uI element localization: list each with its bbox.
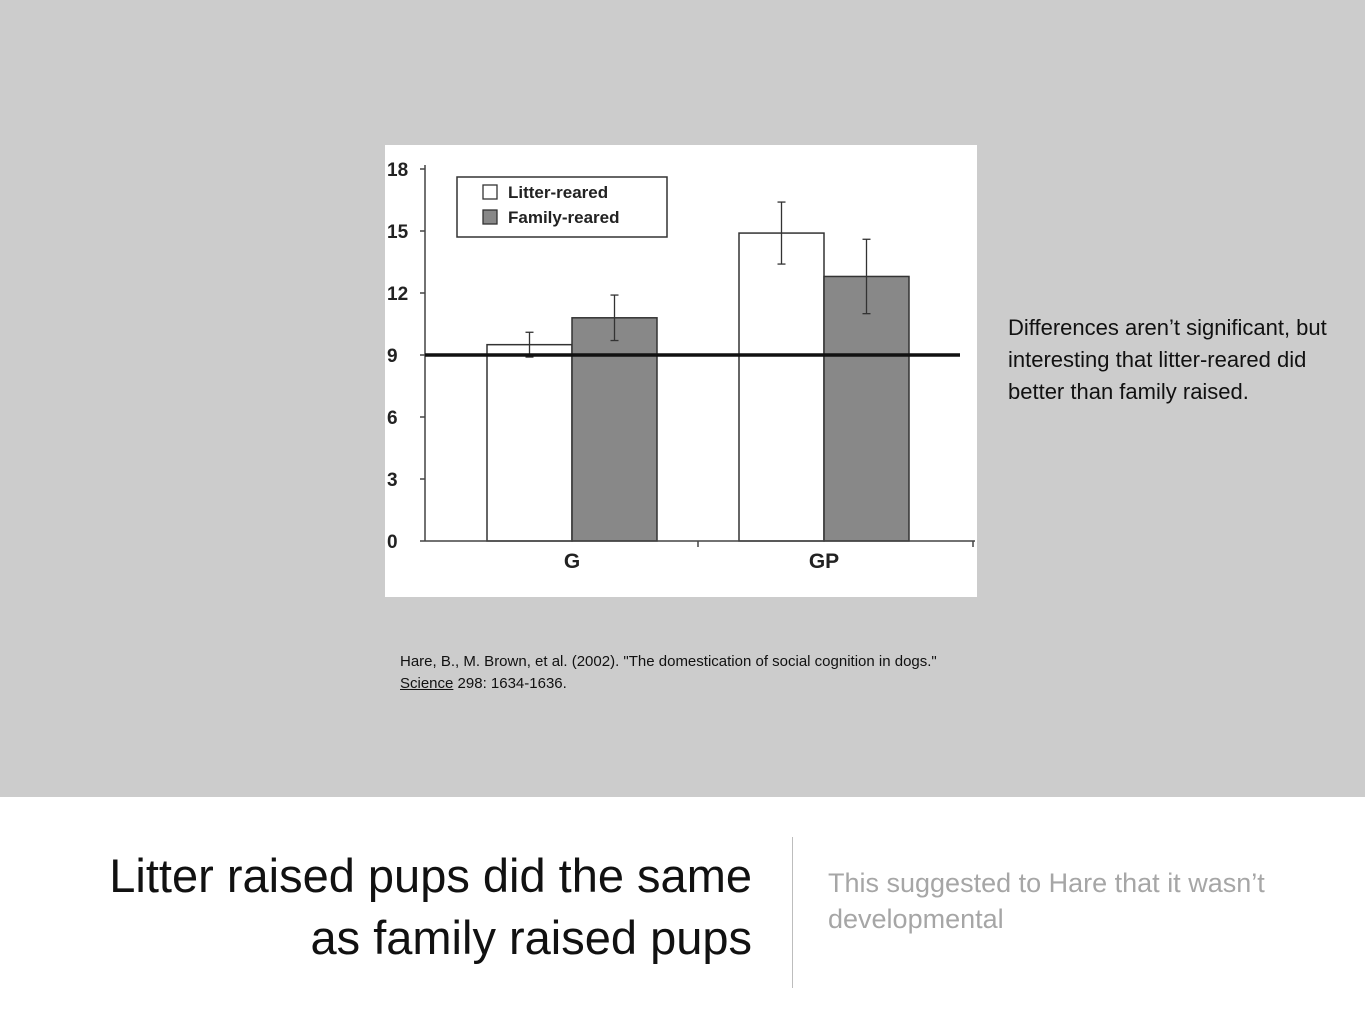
legend-label: Litter-reared xyxy=(508,183,608,202)
legend-label: Family-reared xyxy=(508,208,620,227)
bar xyxy=(572,318,657,541)
x-tick-label: GP xyxy=(809,550,839,573)
y-tick-label: 6 xyxy=(387,408,398,429)
x-tick-label: G xyxy=(564,550,580,573)
bar-chart: G GP 0 3 6 9 12 15 18 Litter-reared Family-reared xyxy=(385,145,977,597)
y-tick-label: 18 xyxy=(387,160,408,181)
citation-journal: Science xyxy=(400,675,453,692)
y-tick-label: 9 xyxy=(387,346,398,367)
bar xyxy=(824,276,909,541)
legend-swatch xyxy=(483,185,497,199)
citation-pages: 298: 1634-1636. xyxy=(453,675,566,692)
divider xyxy=(792,837,793,988)
y-tick-label: 3 xyxy=(387,470,398,491)
citation: Hare, B., M. Brown, et al. (2002). "The … xyxy=(400,651,960,695)
y-tick-label: 0 xyxy=(387,532,398,553)
annotation-note: Differences aren’t significant, but inte… xyxy=(1008,312,1338,408)
bar xyxy=(487,345,572,541)
bar xyxy=(739,233,824,541)
legend-swatch xyxy=(483,210,497,224)
y-tick-label: 12 xyxy=(387,284,408,305)
citation-text: Hare, B., M. Brown, et al. (2002). "The … xyxy=(400,653,937,670)
bar-chart-svg: G GP 0 3 6 9 12 15 18 Litter-reared Family-reared xyxy=(385,145,977,597)
slide-subtitle: This suggested to Hare that it wasn’t de… xyxy=(828,865,1308,937)
slide-title: Litter raised pups did the same as famil… xyxy=(60,845,752,969)
y-tick-label: 15 xyxy=(387,222,409,243)
